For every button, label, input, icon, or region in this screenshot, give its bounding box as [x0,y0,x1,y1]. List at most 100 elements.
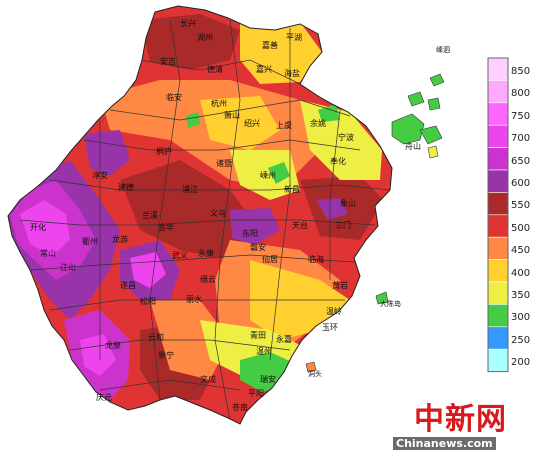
legend-swatch [487,169,509,193]
city-label: 萧山 [224,110,240,120]
island-label-dachen: 大陈岛 [380,299,401,308]
city-label: 诸暨 [216,159,232,168]
city-label: 金华 [158,222,174,232]
island-putuo [427,145,439,159]
city-label: 三门 [335,220,351,230]
city-label: 武义 [172,250,188,260]
legend-value-label: 450 [511,245,531,257]
island-zhoushan-main [391,113,425,145]
rain-zone-pink-west [20,200,70,256]
city-label: 遂昌 [120,280,136,290]
legend-value-label: 600 [511,178,531,189]
legend-value-label: 700 [511,133,531,145]
legend-swatch [487,102,509,126]
city-label: 东阳 [242,228,258,238]
rain-zone-yellow-east [300,100,382,180]
rain-zone-yellow-hangzhou [200,96,280,150]
city-label: 舟山 [405,141,421,151]
province-outline [7,5,393,425]
city-label: 余姚 [310,118,326,128]
rain-zone-purple-jinhua [230,208,280,245]
city-label: 浦江 [182,184,198,194]
chinanews-url: Chinanews.com [393,437,496,450]
city-label: 上虞 [276,120,292,130]
rain-zone-green-lin-an [186,112,200,128]
chinanews-watermark: 中新网 [414,402,507,437]
city-label: 兰溪 [142,210,158,220]
city-label: 桐庐 [156,146,172,156]
rain-zone-green-coast [318,104,340,122]
city-label: 长兴 [180,18,196,28]
city-label: 杭州 [211,98,227,108]
city-label: 安吉 [160,56,176,66]
city-label: 温岭 [326,306,342,316]
rain-zone-purple-coastal [316,198,348,220]
city-label: 磐安 [250,242,266,252]
legend-value-label: 650 [511,155,531,167]
city-label: 文成 [200,374,216,384]
legend-swatch [487,214,509,238]
city-label: 嘉善 [262,40,278,50]
legend-swatch [487,304,509,328]
legend-swatch [487,236,509,260]
city-label: 黄岩 [332,280,348,290]
legend-value-label: 300 [511,312,531,324]
city-label: 淳安 [92,170,108,180]
city-label: 宁波 [338,132,354,142]
island-label-dongtou: 洞头 [308,369,322,378]
legend-swatch [487,192,509,216]
city-label: 奉化 [330,156,346,166]
island-zhoushan-east [419,125,443,145]
legend-value-label: 800 [511,88,531,100]
city-label: 德清 [207,64,223,74]
island-daishan [407,91,425,107]
rainfall-legend [487,57,509,373]
rain-zone-dark-red-central [120,160,260,260]
island-dongtou [305,361,317,373]
rain-zone-green-shengzhou [268,162,290,184]
city-label: 嵊州 [260,170,276,180]
legend-value-label: 400 [511,267,531,279]
legend-swatch [487,124,509,148]
city-label: 义乌 [210,208,226,218]
city-label: 云和 [148,333,164,342]
city-labels: 长兴 湖州 嘉善 平湖 安吉 德清 嘉兴 海盐 临安 杭州 萧山 绍兴 上虞 余… [30,18,421,412]
island-dachen [375,291,389,305]
city-label: 松阳 [140,296,156,306]
island-qushan [427,97,441,111]
island-shengsi [429,73,445,87]
legend-swatch [487,281,509,305]
city-label: 缙云 [200,274,216,284]
rain-zone-yellow-central [230,150,300,200]
city-label: 海盐 [284,68,300,78]
rain-zone-yellow-northeast [240,20,322,84]
city-label: 温州 [256,347,272,356]
legend-swatch [487,259,509,283]
city-label: 丽水 [186,294,202,304]
legend-swatch [487,80,509,104]
legend-value-label: 250 [511,334,531,346]
city-label: 衢州 [82,236,98,246]
city-label: 永康 [198,248,214,258]
city-label: 常山 [40,248,56,258]
city-label: 平湖 [286,33,302,42]
legend-value-label: 850 [511,66,531,77]
zhoushan-islands [305,73,445,373]
city-label: 龙泉 [105,340,121,350]
city-label: 仙居 [262,254,278,264]
city-label: 瑞安 [260,374,276,384]
city-label: 象山 [340,198,356,208]
city-label: 临安 [166,92,182,102]
city-label: 湖州 [197,33,213,42]
city-label: 临海 [308,254,324,264]
legend-frame [487,57,509,373]
legend-value-label: 750 [511,110,531,122]
city-label: 新昌 [284,184,300,194]
legend-value-label: 550 [511,200,531,212]
legend-value-label: 200 [511,357,531,369]
rain-zone-magenta-central [130,252,166,288]
island-label-shengsi: 嵊泗 [436,45,450,54]
city-label: 苍南 [232,402,248,412]
county-boundaries [19,19,391,421]
